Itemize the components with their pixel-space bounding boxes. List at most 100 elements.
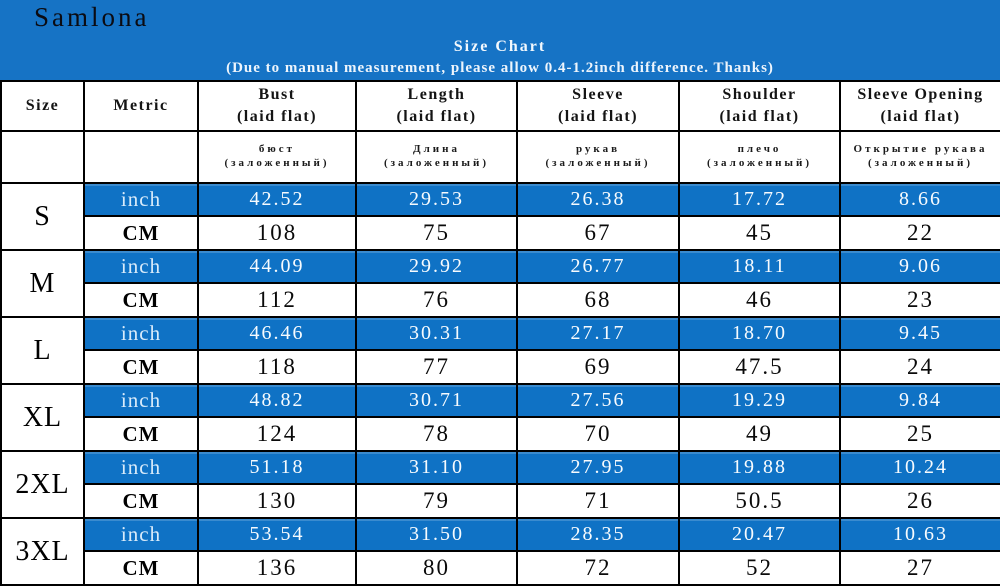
value-cell: 26: [839, 483, 1000, 519]
col-header-sleeve-title: Sleeve: [572, 86, 624, 104]
value-cell: 27.17: [516, 316, 680, 351]
unit-label-cm: CM: [83, 550, 199, 586]
value-cell: 124: [197, 416, 357, 452]
col-subheader-length-ru: Длина (заложенный): [355, 130, 518, 184]
col-header-shoulder-sub: (laid flat): [719, 108, 800, 125]
unit-label-cm: CM: [83, 215, 199, 251]
value-cell: 136: [197, 550, 357, 586]
value-cell: 19.29: [678, 383, 841, 418]
value-cell: 77: [355, 349, 518, 385]
value-cell: 50.5: [678, 483, 841, 519]
value-cell: 45: [678, 215, 841, 251]
row-M-cm: CM 112 76 68 46 23: [1, 282, 1000, 318]
row-2XL-inch: 2XL inch 51.18 31.10 27.95 19.88 10.24: [0, 450, 1000, 519]
unit-label-inch: inch: [83, 249, 199, 284]
sleeve-opening-ru: Открытие рукава: [853, 143, 988, 156]
row-L-cm: CM 118 77 69 47.5 24: [1, 349, 1000, 385]
col-header-length-sub: (laid flat): [396, 108, 477, 125]
value-cell: 27.95: [516, 450, 680, 485]
value-cell: 46.46: [197, 316, 357, 351]
value-cell: 29.53: [355, 182, 518, 217]
unit-label-inch: inch: [83, 517, 199, 552]
value-cell: 70: [516, 416, 680, 452]
value-cell: 9.84: [839, 383, 1000, 418]
header-banner: Samlona Size Chart (Due to manual measur…: [0, 0, 1000, 80]
col-header-shoulder: Shoulder (laid flat): [678, 80, 841, 132]
value-cell: 30.31: [355, 316, 518, 351]
size-label-M: M: [0, 249, 85, 318]
size-label-S: S: [0, 182, 85, 251]
value-cell: 42.52: [197, 182, 357, 217]
value-cell: 28.35: [516, 517, 680, 552]
value-cell: 69: [516, 349, 680, 385]
value-cell: 18.11: [678, 249, 841, 284]
value-cell: 72: [516, 550, 680, 586]
value-cell: 20.47: [678, 517, 841, 552]
value-cell: 26.77: [516, 249, 680, 284]
value-cell: 18.70: [678, 316, 841, 351]
col-header-sleeve-opening-sub: (laid flat): [880, 108, 961, 125]
unit-label-inch: inch: [83, 383, 199, 418]
value-cell: 27: [839, 550, 1000, 586]
col-header-length: Length (laid flat): [355, 80, 518, 132]
value-cell: 23: [839, 282, 1000, 318]
size-label-XL: XL: [0, 383, 85, 452]
value-cell: 112: [197, 282, 357, 318]
value-cell: 79: [355, 483, 518, 519]
row-L-inch: L inch 46.46 30.31 27.17 18.70 9.45: [0, 316, 1000, 385]
value-cell: 8.66: [839, 182, 1000, 217]
length-ru: Длина: [413, 143, 460, 156]
unit-label-inch: inch: [83, 182, 199, 217]
size-chart-table: Size Metric Bust (laid flat) Length (lai…: [0, 80, 1000, 586]
col-header-shoulder-title: Shoulder: [722, 86, 797, 104]
value-cell: 26.38: [516, 182, 680, 217]
header-row-en: Size Metric Bust (laid flat) Length (lai…: [0, 80, 1000, 132]
size-label-3XL: 3XL: [0, 517, 85, 586]
row-S-cm: CM 108 75 67 45 22: [1, 215, 1000, 251]
value-cell: 48.82: [197, 383, 357, 418]
col-subheader-bust-ru: бюст (заложенный): [197, 130, 357, 184]
row-M-inch: M inch 44.09 29.92 26.77 18.11 9.06: [0, 249, 1000, 318]
unit-label-inch: inch: [83, 316, 199, 351]
size-chart-title: Size Chart: [453, 38, 547, 55]
value-cell: 52: [678, 550, 841, 586]
value-cell: 67: [516, 215, 680, 251]
col-header-sleeve-opening-title: Sleeve Opening: [857, 86, 984, 104]
size-label-L: L: [0, 316, 85, 385]
col-subheader-shoulder-ru: плечо (заложенный): [678, 130, 841, 184]
value-cell: 30.71: [355, 383, 518, 418]
unit-label-cm: CM: [83, 282, 199, 318]
value-cell: 10.63: [839, 517, 1000, 552]
value-cell: 25: [839, 416, 1000, 452]
sleeve-ru: рукав: [575, 143, 621, 156]
value-cell: 51.18: [197, 450, 357, 485]
header-row-ru: бюст (заложенный) Длина (заложенный) рук…: [0, 130, 1000, 184]
value-cell: 31.10: [355, 450, 518, 485]
col-subheader-size-empty: [0, 130, 85, 184]
value-cell: 108: [197, 215, 357, 251]
col-header-bust-sub: (laid flat): [236, 108, 318, 125]
value-cell: 29.92: [355, 249, 518, 284]
value-cell: 80: [355, 550, 518, 586]
col-header-sleeve: Sleeve (laid flat): [516, 80, 680, 132]
value-cell: 27.56: [516, 383, 680, 418]
col-header-size: Size: [0, 80, 85, 132]
row-3XL-cm: CM 136 80 72 52 27: [1, 550, 1000, 586]
col-header-length-title: Length: [407, 86, 466, 104]
size-label-2XL: 2XL: [0, 450, 85, 519]
row-XL-cm: CM 124 78 70 49 25: [1, 416, 1000, 452]
value-cell: 49: [678, 416, 841, 452]
col-header-metric: Metric: [83, 80, 199, 132]
col-subheader-metric-empty: [83, 130, 199, 184]
sleeve-opening-ru-sub: (заложенный): [867, 157, 974, 169]
value-cell: 19.88: [678, 450, 841, 485]
value-cell: 75: [355, 215, 518, 251]
value-cell: 22: [839, 215, 1000, 251]
unit-label-cm: CM: [83, 349, 199, 385]
shoulder-ru: плечо: [737, 143, 782, 156]
col-header-sleeve-opening: Sleeve Opening (laid flat): [839, 80, 1000, 132]
value-cell: 17.72: [678, 182, 841, 217]
value-cell: 44.09: [197, 249, 357, 284]
row-2XL-cm: CM 130 79 71 50.5 26: [1, 483, 1000, 519]
value-cell: 68: [516, 282, 680, 318]
